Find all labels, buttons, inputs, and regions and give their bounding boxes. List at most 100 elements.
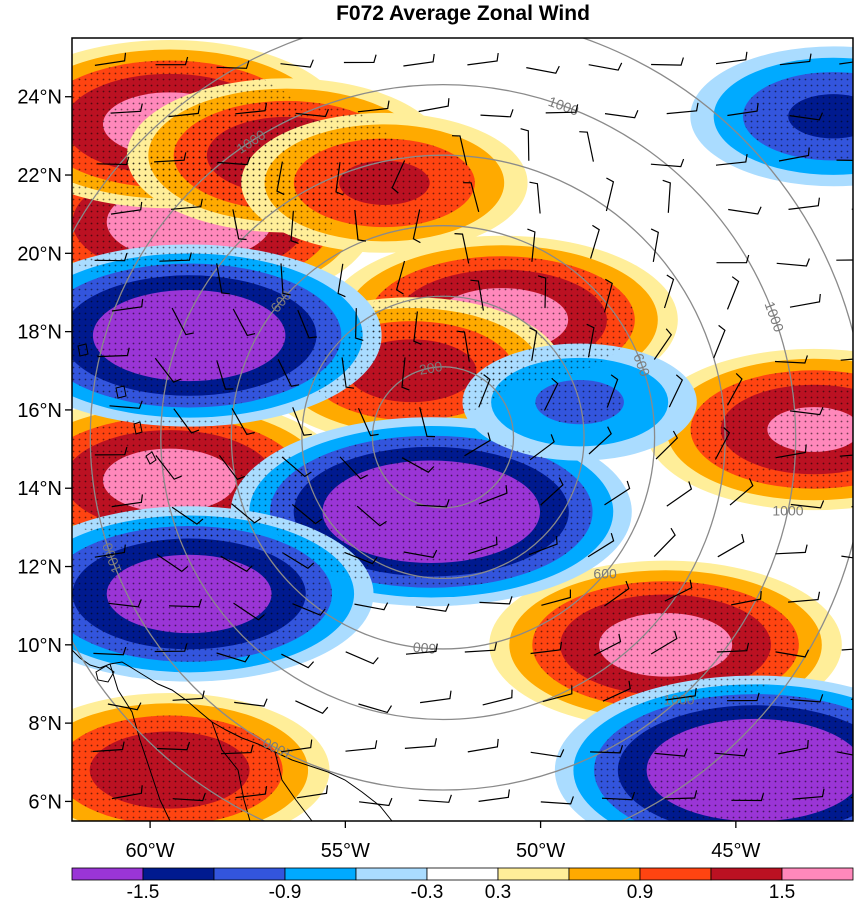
wind-barb <box>714 427 731 460</box>
wind-barb <box>463 182 480 213</box>
wind-barb <box>96 156 130 166</box>
wind-barb <box>654 748 688 757</box>
wind-barb <box>664 579 693 602</box>
wind-barb <box>666 102 699 115</box>
wind-barb <box>590 745 624 754</box>
wind-barb <box>537 275 547 309</box>
wind-barb <box>345 651 379 665</box>
wind-barb <box>280 739 313 753</box>
wind-barb <box>281 456 312 478</box>
wind-barb <box>356 505 387 527</box>
wind-barb <box>604 580 630 607</box>
wind-barb <box>586 323 595 358</box>
wind-barb <box>401 357 410 391</box>
wind-barb <box>282 552 315 570</box>
colorbar-label: -0.3 <box>411 882 444 900</box>
range-ring <box>160 154 726 721</box>
wind-barb <box>232 308 256 337</box>
wind-barb <box>172 792 206 802</box>
wind-barb <box>94 446 128 456</box>
wind-barb <box>478 374 491 408</box>
wind-barb <box>520 128 530 161</box>
wind-barb <box>653 527 676 558</box>
wind-barb <box>343 54 377 64</box>
colorbar-label: 0.9 <box>627 882 653 900</box>
wind-barb <box>159 252 192 262</box>
wind-barb <box>354 308 364 341</box>
wind-barb <box>413 311 422 345</box>
lat-tick-label: 6°N <box>28 791 62 813</box>
wind-barb <box>277 358 300 387</box>
wind-barb <box>419 407 436 438</box>
wind-barb <box>579 131 594 162</box>
wind-barb <box>778 739 809 755</box>
wind-barb <box>540 796 574 805</box>
wind-barb <box>418 98 450 113</box>
wind-barb <box>774 355 808 364</box>
wind-barb <box>588 62 623 71</box>
range-rings: 2006006006006001000100010001000100010001… <box>72 38 853 821</box>
river-border-2 <box>211 721 251 821</box>
stipple-region <box>293 138 475 228</box>
wind-barb <box>418 794 452 803</box>
wind-barb <box>716 254 750 264</box>
wind-barb <box>358 703 393 714</box>
wind-barb <box>776 258 810 267</box>
stipple-region <box>594 694 853 821</box>
wind-barb <box>604 480 631 506</box>
wind-barb <box>778 147 810 162</box>
wind-barb <box>111 785 143 800</box>
wind-barb <box>235 102 268 115</box>
stipple-region <box>309 321 514 421</box>
range-ring-label: 600 <box>593 565 617 581</box>
longitude-axis: 60°W 55°W 50°W 45°W <box>126 821 761 862</box>
wind-barb <box>836 751 853 756</box>
wind-barb <box>467 738 499 753</box>
wind-barb <box>335 162 344 196</box>
wind-barb <box>467 53 499 66</box>
wind-barb <box>107 702 142 711</box>
wind-barb <box>359 797 393 807</box>
wind-barb <box>728 206 762 215</box>
wind-barb <box>154 357 182 383</box>
wind-barb <box>540 477 564 506</box>
wind-barb <box>650 228 659 262</box>
wind-barb <box>788 197 820 210</box>
colorbar-swatch <box>213 867 286 881</box>
wind-barb <box>605 177 615 212</box>
colorbar-swatch <box>497 867 570 881</box>
wind-barb <box>604 110 639 119</box>
coastline-south-america <box>72 649 393 821</box>
island-martinique <box>115 385 127 399</box>
wind-barb <box>92 741 125 753</box>
wind-barb <box>97 347 130 358</box>
wind-barb <box>220 555 253 573</box>
range-ring <box>371 366 515 509</box>
wind-barb <box>650 630 678 655</box>
wind-barb <box>775 544 808 555</box>
wind-barb <box>454 233 470 264</box>
wind-barb <box>451 135 468 166</box>
wind-barb <box>480 109 514 118</box>
wind-barb <box>542 685 573 703</box>
stipple-region <box>72 715 283 821</box>
wind-barb <box>154 643 188 653</box>
island-st-lucia <box>133 421 143 435</box>
wind-barb <box>789 293 821 308</box>
wind-barb <box>220 744 254 755</box>
range-ring-label: 1000 <box>663 691 694 707</box>
wind-barb <box>775 444 807 459</box>
colorbar: -1.5 -0.9 -0.3 0.3 0.9 1.5 <box>71 867 854 900</box>
island-trinidad <box>95 665 115 683</box>
lat-tick-label: 20°N <box>17 243 62 265</box>
wind-barb <box>292 603 326 616</box>
wind-barb <box>717 533 745 558</box>
wind-barb <box>528 536 558 556</box>
plot-frame <box>71 37 854 822</box>
wind-barb <box>391 160 406 194</box>
wind-barb <box>111 494 143 508</box>
colorbar-swatch <box>568 867 641 881</box>
wind-barb <box>157 741 191 751</box>
lat-tick-label: 10°N <box>17 635 62 657</box>
wind-barb <box>841 555 853 559</box>
